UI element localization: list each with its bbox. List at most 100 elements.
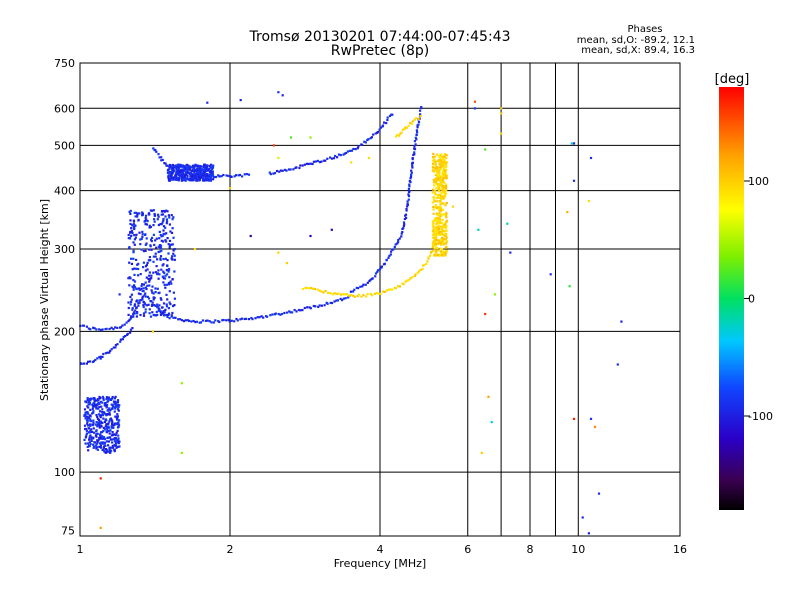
echo-point <box>133 238 136 241</box>
echo-point <box>440 241 443 244</box>
echo-point <box>92 326 95 329</box>
echo-point <box>152 147 155 150</box>
echo-point <box>162 217 165 221</box>
echo-point <box>88 402 91 405</box>
echo-point <box>96 441 99 444</box>
echo-point <box>132 249 135 252</box>
echo-point <box>133 273 136 276</box>
y-axis-label: Stationary phase Virtual Height [km] <box>38 199 51 401</box>
echo-point <box>393 245 396 249</box>
echo-point <box>171 278 174 281</box>
echo-point <box>133 280 137 283</box>
echo-point <box>111 395 114 399</box>
echo-point <box>174 316 177 319</box>
echo-point <box>357 287 360 290</box>
echo-point <box>110 426 113 429</box>
echo-point <box>419 268 422 271</box>
echo-point <box>132 241 135 244</box>
echo-point <box>150 277 153 280</box>
echo-point <box>230 319 233 322</box>
echo-point <box>139 299 142 302</box>
echo-point <box>129 303 132 306</box>
echo-point <box>116 418 119 421</box>
echo-point <box>314 287 317 291</box>
echo-point <box>91 424 94 427</box>
echo-point <box>142 261 145 264</box>
echo-point <box>91 412 94 415</box>
echo-point <box>106 401 109 404</box>
echo-point <box>192 170 195 173</box>
echo-point <box>96 423 99 426</box>
echo-point <box>367 156 371 160</box>
echo-point <box>312 304 315 308</box>
echo-point <box>172 304 175 308</box>
echo-point <box>400 131 403 134</box>
echo-point <box>350 294 353 297</box>
echo-point <box>170 173 173 176</box>
echo-point <box>240 317 244 320</box>
echo-point <box>97 407 100 410</box>
echo-point <box>436 254 439 257</box>
echo-point <box>94 358 97 362</box>
echo-point <box>445 185 448 188</box>
echo-point <box>179 171 183 174</box>
echo-point <box>225 174 228 177</box>
echo-point <box>426 260 429 263</box>
echo-point <box>151 209 154 212</box>
echo-point <box>434 155 437 158</box>
echo-point <box>119 326 123 329</box>
echo-point <box>156 273 159 276</box>
echo-point <box>386 116 389 119</box>
y-tick-label: 750 <box>54 57 75 70</box>
x-tick-label: 4 <box>377 543 384 556</box>
echo-point <box>88 360 92 363</box>
echo-point <box>440 160 443 164</box>
echo-point <box>572 142 576 145</box>
echo-point <box>201 319 204 322</box>
echo-point <box>194 173 197 176</box>
echo-point <box>145 242 148 245</box>
echo-point <box>109 438 112 441</box>
echo-point <box>406 202 409 205</box>
echo-point <box>173 297 176 300</box>
echo-point <box>442 225 445 228</box>
echo-point <box>133 284 136 287</box>
echo-point <box>102 397 105 400</box>
echo-point <box>155 237 158 240</box>
echo-point <box>433 248 436 251</box>
echo-point <box>134 236 137 239</box>
echo-point <box>186 319 189 322</box>
echo-point <box>170 176 173 179</box>
echo-point <box>153 212 156 216</box>
echo-point <box>218 320 221 324</box>
echo-point <box>132 288 135 291</box>
echo-point <box>207 179 210 182</box>
echo-point <box>149 209 152 212</box>
echo-point <box>352 290 355 293</box>
echo-point <box>356 147 359 150</box>
echo-point <box>165 222 168 225</box>
echo-point <box>92 411 95 414</box>
echo-point <box>166 210 169 213</box>
echo-point <box>137 267 140 271</box>
echo-point <box>168 179 171 182</box>
echo-point <box>152 313 155 317</box>
echo-point <box>132 251 135 254</box>
echo-point <box>147 303 150 306</box>
echo-point <box>109 349 112 352</box>
echo-point <box>367 138 370 141</box>
echo-point <box>196 175 200 178</box>
echo-point <box>147 297 151 300</box>
echo-point <box>272 172 275 175</box>
echo-point <box>437 213 441 216</box>
echo-point <box>129 209 132 212</box>
echo-point <box>445 211 448 214</box>
echo-point <box>438 232 441 235</box>
echo-point <box>407 188 410 191</box>
echo-point <box>148 284 151 287</box>
echo-point <box>192 178 195 181</box>
echo-point <box>167 177 170 180</box>
echo-point <box>162 270 165 273</box>
echo-point <box>620 320 623 323</box>
echo-point <box>363 140 366 143</box>
